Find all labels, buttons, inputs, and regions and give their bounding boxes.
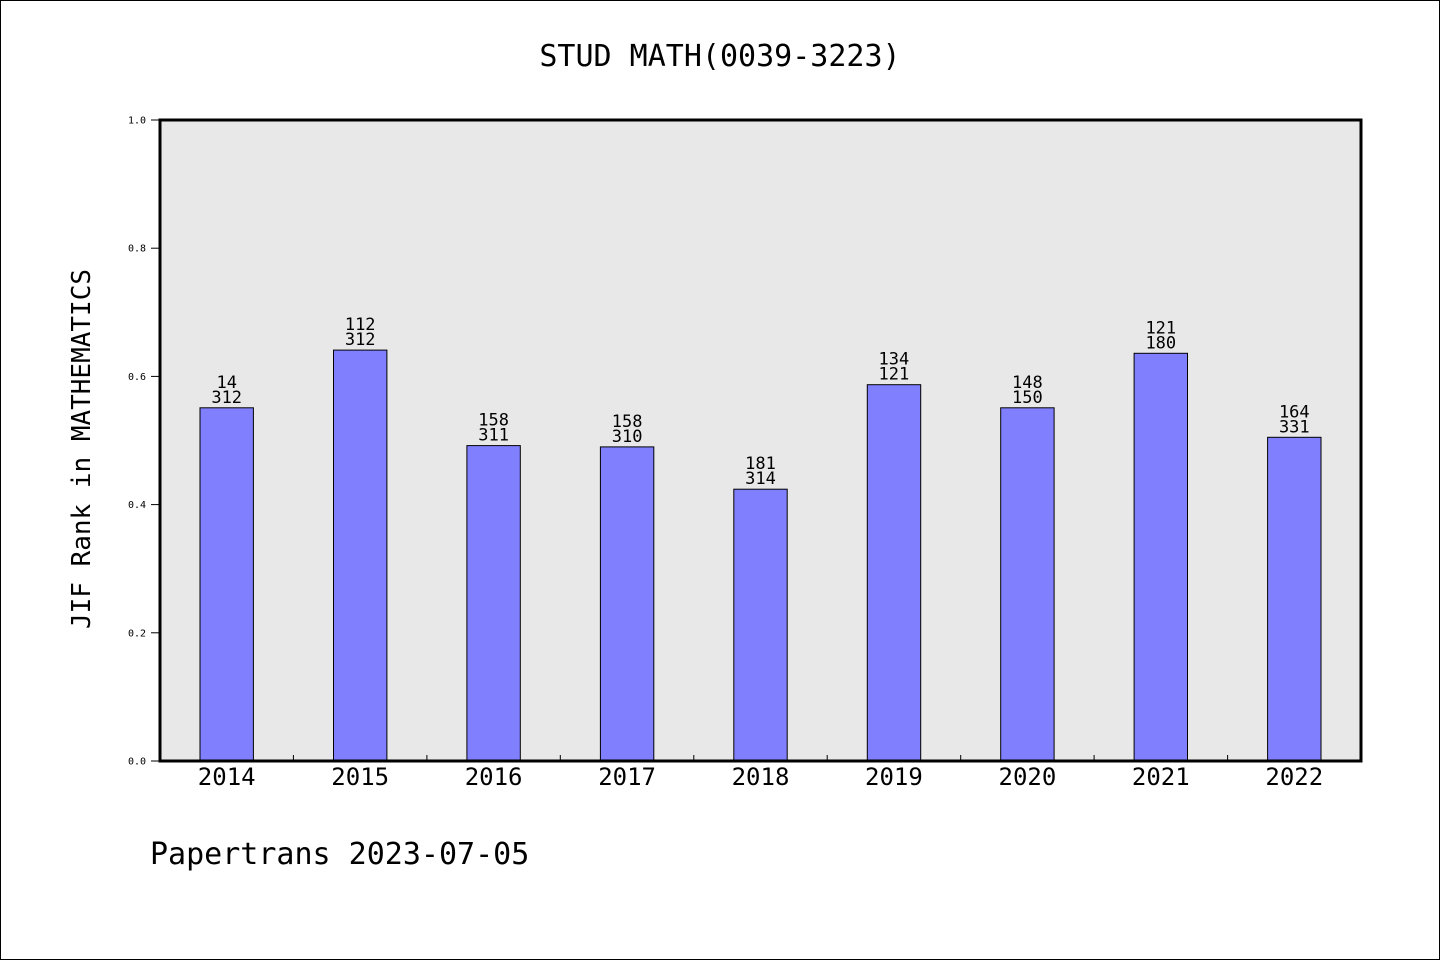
footer-text: Papertrans 2023-07-05 xyxy=(150,837,529,872)
y-tick-label: 0.2 xyxy=(128,628,146,639)
bar-2015 xyxy=(333,349,388,762)
rank-label-2016: 158 xyxy=(478,411,509,431)
total-label-2016: 311 xyxy=(478,426,509,446)
y-tick-label: 0.8 xyxy=(128,244,146,255)
y-tick-label: 0.0 xyxy=(128,757,146,768)
rank-label-2021: 121 xyxy=(1145,318,1176,338)
bar-2022 xyxy=(1267,436,1322,762)
rank-label-2022: 164 xyxy=(1279,402,1310,422)
x-tick-label-2020: 2020 xyxy=(999,763,1057,791)
x-tick-label-2015: 2015 xyxy=(331,763,389,791)
total-label-2021: 180 xyxy=(1145,333,1176,353)
x-tick-label-2019: 2019 xyxy=(865,763,923,791)
x-tick-label-2017: 2017 xyxy=(598,763,656,791)
rank-label-2017: 158 xyxy=(612,412,643,432)
total-label-2018: 314 xyxy=(745,469,776,489)
x-axis: 2014 2015 2016 2017 2018 2019 2020 2021 2022 xyxy=(198,755,1323,791)
rank-label-2019: 134 xyxy=(879,350,910,370)
y-tick-label: 0.6 xyxy=(128,372,146,383)
y-tick-label: 1.0 xyxy=(128,116,146,127)
total-label-2015: 312 xyxy=(345,330,376,350)
rank-label-2014: 14 xyxy=(216,373,236,393)
bars-group xyxy=(199,349,1322,762)
x-tick-label-2014: 2014 xyxy=(198,763,256,791)
total-label-2022: 331 xyxy=(1279,417,1310,437)
bar-2020 xyxy=(1000,407,1055,762)
rank-label-2018: 181 xyxy=(745,454,776,474)
x-tick-label-2018: 2018 xyxy=(732,763,790,791)
bar-2019 xyxy=(866,384,922,762)
bar-2018 xyxy=(733,488,788,762)
x-tick-label-2022: 2022 xyxy=(1265,763,1323,791)
bar-2021 xyxy=(1133,352,1188,762)
chart-title: STUD MATH(0039-3223) xyxy=(539,39,900,74)
plot-border xyxy=(158,118,1363,763)
bar-2016 xyxy=(466,445,521,762)
x-tick-label-2016: 2016 xyxy=(465,763,523,791)
total-label-2019: 121 xyxy=(879,365,910,385)
rank-label-2020: 148 xyxy=(1012,373,1043,393)
total-label-2017: 310 xyxy=(612,427,643,447)
x-tick-label-2021: 2021 xyxy=(1132,763,1190,791)
rank-label-2015: 112 xyxy=(345,315,376,335)
y-tick-label: 0.4 xyxy=(128,500,146,511)
y-axis: 0.0 0.2 0.4 0.6 0.8 1.0 xyxy=(128,116,160,768)
bar-2014 xyxy=(199,407,254,762)
total-label-2020: 150 xyxy=(1012,388,1043,408)
bar-2017 xyxy=(599,446,655,762)
total-label-2014: 312 xyxy=(211,388,242,408)
y-axis-title: JIF Rank in MATHEMATICS xyxy=(67,269,97,629)
